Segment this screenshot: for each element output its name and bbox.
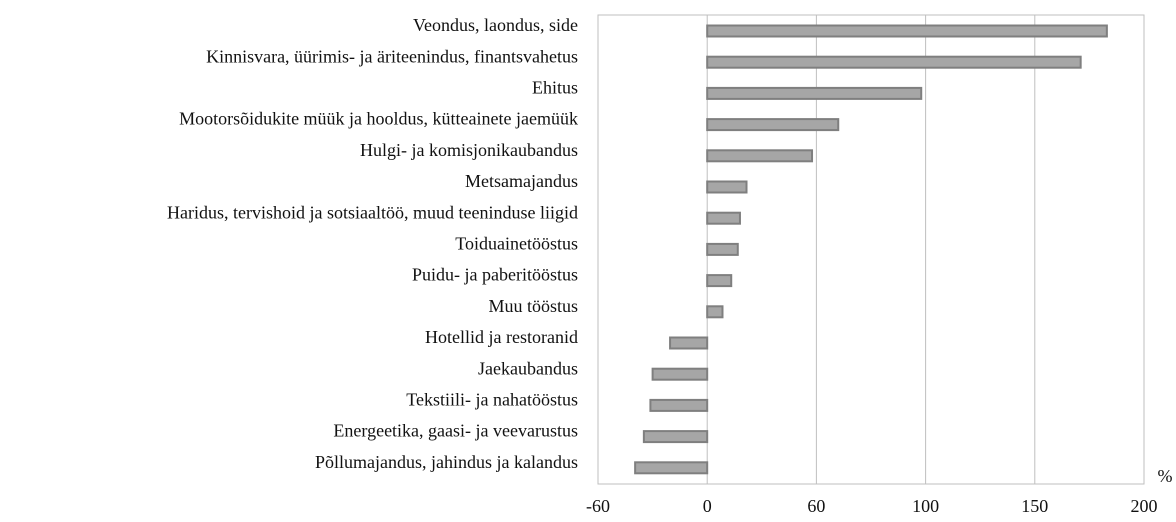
y-tick-label: Mootorsõidukite müük ja hooldus, kütteai…	[179, 109, 578, 129]
bar	[634, 461, 709, 475]
bar	[649, 398, 709, 412]
bar	[706, 180, 748, 194]
x-tick-label: 100	[912, 496, 939, 516]
bar	[706, 149, 814, 163]
x-tick-label: 60	[807, 496, 825, 516]
y-tick-label: Hulgi- ja komisjonikaubandus	[360, 140, 578, 160]
y-tick-label: Haridus, tervishoid ja sotsiaaltöö, muud…	[167, 202, 578, 222]
bar	[706, 86, 923, 100]
y-tick-label: Jaekaubandus	[478, 358, 578, 378]
bar	[706, 242, 739, 256]
x-axis-label: %	[1158, 466, 1173, 486]
bar	[669, 336, 709, 350]
y-tick-label: Toiduainetööstus	[455, 234, 578, 254]
bar	[706, 211, 741, 225]
x-tick-label: 150	[1021, 496, 1048, 516]
bar	[651, 367, 709, 381]
y-tick-label: Ehitus	[532, 78, 578, 98]
y-tick-label: Puidu- ja paberitööstus	[412, 265, 578, 285]
plot-area	[597, 14, 1145, 485]
y-tick-label: Muu tööstus	[488, 296, 578, 316]
bar	[642, 430, 709, 444]
y-tick-label: Metsamajandus	[465, 171, 578, 191]
y-tick-label: Tekstiili- ja nahatööstus	[406, 390, 578, 410]
x-tick-label: -60	[586, 496, 610, 516]
y-tick-label: Kinnisvara, üürimis- ja äriteenindus, fi…	[206, 46, 578, 66]
y-tick-label: Energeetika, gaasi- ja veevarustus	[333, 421, 578, 441]
x-tick-label: 200	[1131, 496, 1158, 516]
bar	[706, 305, 724, 319]
bar	[706, 55, 1082, 69]
y-tick-label: Põllumajandus, jahindus ja kalandus	[315, 452, 578, 472]
bar	[706, 24, 1108, 38]
y-tick-label: Hotellid ja restoranid	[425, 327, 578, 347]
bar	[706, 274, 733, 288]
bar	[706, 118, 840, 132]
y-tick-label: Veondus, laondus, side	[413, 15, 578, 35]
x-tick-label: 0	[703, 496, 712, 516]
